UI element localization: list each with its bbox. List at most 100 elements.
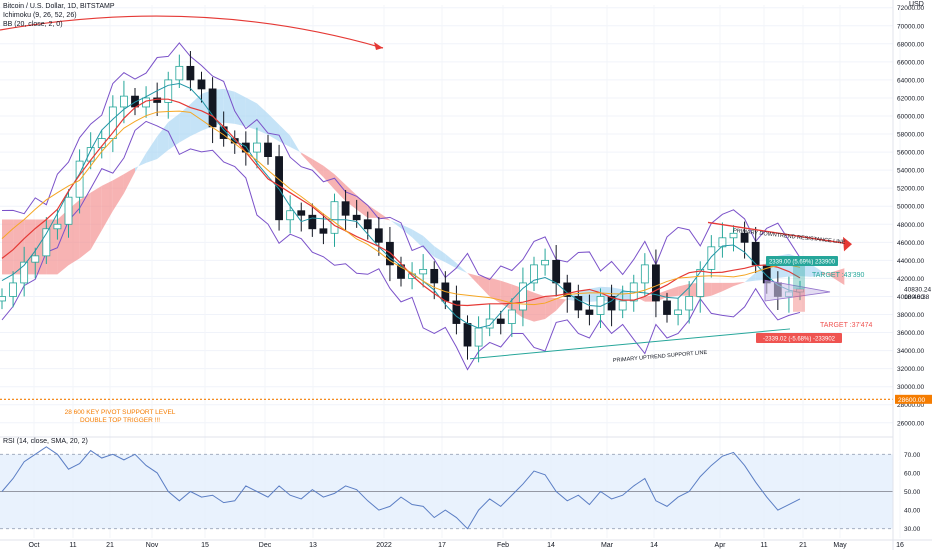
candle-body [652, 264, 660, 302]
price-tick-label: 58000.00 [897, 132, 924, 139]
main-pane [0, 5, 901, 538]
candle-body [374, 228, 383, 243]
candle-body [197, 79, 206, 90]
candle-body [341, 201, 350, 216]
candle-body [0, 296, 6, 302]
candles [0, 51, 804, 363]
short-badge-text: -2339.02 (-5.68%) -233902 [763, 337, 836, 343]
candle-body [297, 210, 306, 216]
price-tick-label: 40000.00 [897, 294, 924, 301]
long-badge-text: 2339.00 (5.69%) 233900 [769, 260, 836, 266]
resistance-arrowhead [843, 236, 852, 252]
price-tick-label: 34000.00 [897, 348, 924, 355]
candle-body [208, 88, 217, 128]
cloud-segment [822, 271, 834, 278]
candle-body [751, 241, 760, 266]
cloud-segment [123, 167, 135, 194]
currency-label: USD [909, 1, 924, 8]
rsi-legend[interactable]: RSI (14, close, SMA, 20, 2) [3, 438, 88, 445]
time-tick-label: 13 [309, 542, 317, 549]
price-tick-label: 72000.00 [897, 5, 924, 12]
price-tick-label: 26000.00 [897, 420, 924, 427]
cloud-segment [733, 281, 745, 287]
candle-body [574, 296, 583, 311]
long-target-zone [793, 263, 805, 290]
candle-body [663, 300, 671, 315]
triangle-pattern [764, 279, 831, 302]
candle-body [175, 65, 184, 81]
price-tick-label: 32000.00 [897, 366, 924, 373]
time-tick-label: Nov [146, 542, 159, 549]
symbol-legend[interactable]: Bitcoin / U.S. Dollar, 1D, BITSTAMP [3, 3, 115, 10]
candle-body [264, 142, 272, 157]
cloud-segment [412, 229, 424, 249]
price-tick-label: 44000.00 [897, 258, 924, 265]
candle-body [485, 318, 494, 329]
cloud-segment [2, 219, 14, 275]
time-tick-label: Oct [29, 542, 40, 549]
bb-upper-line [1, 42, 801, 281]
annotation-labels: PRIMARY DOWNTREND RESISTANCE LINEPRIMARY… [65, 228, 932, 424]
short-target-zone [793, 289, 805, 312]
cloud-segment [179, 104, 191, 143]
cloud-segment [478, 276, 490, 297]
time-tick-label: May [833, 542, 847, 549]
cloud-segment [489, 277, 501, 304]
price-tick-label: 62000.00 [897, 95, 924, 102]
price-tick-label: 48000.00 [897, 222, 924, 229]
drawings [0, 15, 893, 400]
price-tick-label: 38000.00 [897, 312, 924, 319]
cloud-segment [256, 103, 268, 135]
rsi-pane [0, 446, 893, 530]
candle-body [430, 268, 439, 284]
time-tick-label: 21 [106, 542, 114, 549]
candle-body [275, 156, 283, 221]
cloud-segment [323, 165, 335, 190]
rsi-tick-label: 70.00 [904, 452, 921, 459]
candle-body [474, 327, 483, 347]
countdown-label: 18:46:38 [904, 294, 930, 301]
cloud-segment [157, 122, 169, 159]
candle-body [640, 264, 649, 284]
price-tick-label: 50000.00 [897, 204, 924, 211]
candle-body [707, 246, 716, 270]
time-tick-label: 14 [650, 542, 658, 549]
candle-body [42, 228, 51, 257]
cloud-segment [312, 159, 324, 178]
candle-body [541, 259, 549, 266]
bollinger-bands [1, 42, 801, 371]
ichimoku-legend[interactable]: Ichimoku (9, 26, 52, 26) [3, 12, 77, 19]
time-tick-label: Apr [715, 542, 727, 549]
bb-legend[interactable]: BB (20, close, 2, 0) [3, 21, 63, 28]
price-tick-label: 36000.00 [897, 330, 924, 337]
time-axis[interactable]: Oct 11 21 Nov 15 Dec 13 2022 17 Feb 14 Mar 14 Apr 11 21… [0, 436, 932, 549]
candle-body [31, 255, 40, 263]
candle-body [186, 65, 195, 81]
candle-body [308, 214, 317, 230]
price-tick-label: 46000.00 [897, 240, 924, 247]
candle-body [519, 282, 527, 311]
cloud-segment [101, 180, 113, 231]
indicator-lines [1, 82, 801, 329]
cloud-segment [722, 282, 734, 292]
base-line [1, 98, 801, 307]
price-tick-label: 70000.00 [897, 23, 924, 30]
candle-body [20, 261, 29, 284]
cloud-segment [556, 298, 568, 311]
rsi-line [1, 446, 801, 530]
pivot-label: 28 600 KEY PIVOT SUPPORT LEVEL [65, 409, 176, 416]
rsi-tick-label: 50.00 [904, 489, 921, 496]
cloud-segment [290, 135, 302, 155]
trend-arc-arrowhead [374, 42, 383, 50]
cloud-segment [146, 136, 158, 163]
candle-body [330, 201, 339, 234]
candle-body [530, 264, 538, 284]
price-axis[interactable]: 72000.00 70000.00 68000.00 66000.00 64000.00… [892, 0, 924, 550]
candle-body [618, 300, 627, 311]
candle-body [585, 309, 594, 315]
cloud-segment [534, 292, 546, 322]
long-badge [766, 256, 838, 266]
cloud-segment [678, 283, 690, 296]
candle-body [507, 309, 516, 324]
